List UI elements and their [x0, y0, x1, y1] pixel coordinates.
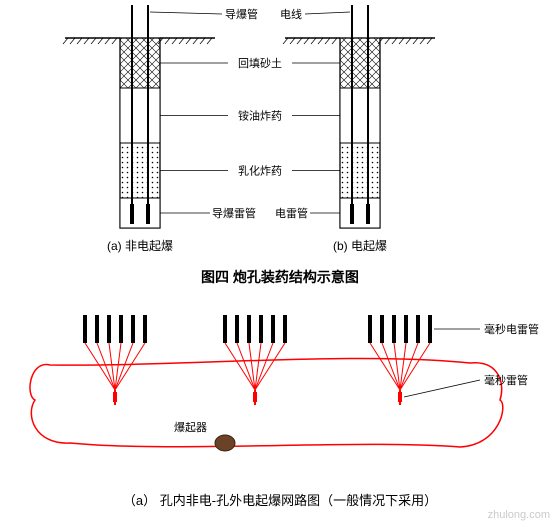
svg-text:(b) 电起爆: (b) 电起爆	[333, 239, 387, 253]
svg-text:图四 炮孔装药结构示意图: 图四 炮孔装药结构示意图	[201, 269, 359, 285]
svg-text:电线: 电线	[280, 7, 302, 21]
svg-text:乳化炸药: 乳化炸药	[238, 164, 282, 178]
svg-text:毫秒雷管: 毫秒雷管	[484, 373, 528, 387]
svg-text:(a) 非电起爆: (a) 非电起爆	[107, 239, 173, 253]
svg-text:毫秒电雷管: 毫秒电雷管	[484, 322, 539, 336]
charge-structure-diagram: 导爆管 电线回填砂土铵油炸药乳化炸药导爆雷管 电雷管 (a) 非电起爆 (b) 电起爆图…	[0, 0, 560, 295]
svg-text:铵油炸药: 铵油炸药	[238, 109, 282, 123]
svg-text:爆起器: 爆起器	[174, 420, 207, 434]
watermark: zhulong.com	[488, 509, 550, 521]
svg-text:电雷管: 电雷管	[275, 206, 308, 220]
svg-text:（a） 孔内非电-孔外电起爆网路图（一般情况下采用）: （a） 孔内非电-孔外电起爆网路图（一般情况下采用）	[123, 493, 437, 508]
svg-text:导爆雷管: 导爆雷管	[212, 206, 256, 220]
svg-text:回填砂土: 回填砂土	[238, 56, 282, 70]
svg-text:导爆管: 导爆管	[225, 7, 258, 21]
blast-network-diagram: 爆起器 毫秒电雷管毫秒雷管 （a） 孔内非电-孔外电起爆网路图（一般情况下采用）	[0, 295, 560, 527]
